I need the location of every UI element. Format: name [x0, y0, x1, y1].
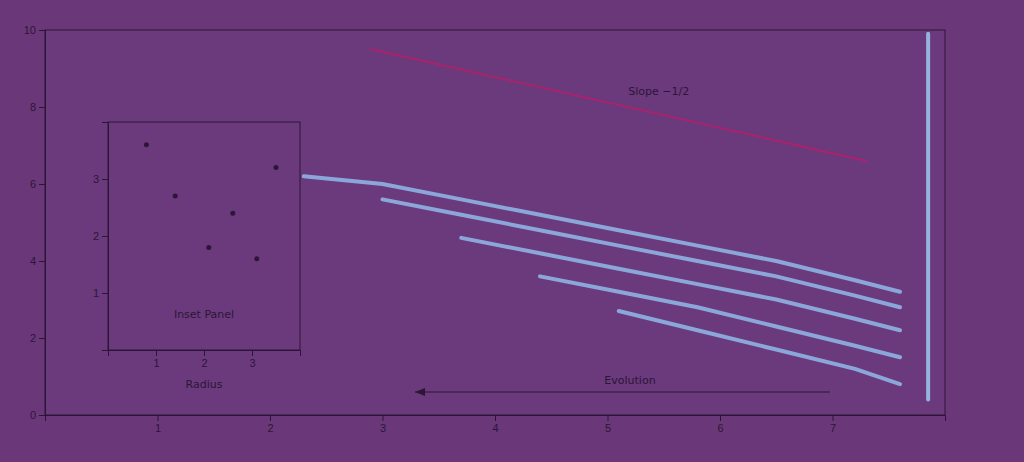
point — [206, 245, 211, 250]
tick-label: 5 — [605, 422, 611, 434]
tick-mark — [156, 350, 157, 356]
inset-x-axis: 1 2 3 — [109, 350, 301, 369]
tick-label: 0 — [30, 409, 36, 421]
inset-points — [144, 142, 279, 261]
tick-label: 2 — [30, 332, 36, 344]
tick: 1 — [153, 350, 159, 369]
tick-mark — [720, 415, 721, 421]
tick-mark — [495, 415, 496, 421]
series-line — [619, 311, 900, 384]
plot-area — [304, 34, 928, 400]
point — [230, 211, 235, 216]
axis-line — [102, 123, 109, 351]
tick-label: 3 — [93, 173, 99, 185]
tick-mark — [39, 30, 45, 31]
tick-mark — [608, 415, 609, 421]
series-line — [926, 34, 930, 400]
tick: 3 — [249, 350, 255, 369]
tick-label: 2 — [267, 422, 273, 434]
series-line — [383, 199, 901, 307]
tick-mark — [204, 350, 205, 356]
series-line — [371, 49, 866, 161]
axis-line — [46, 416, 946, 422]
x-axis: 1 2 3 4 5 6 7 — [46, 415, 946, 434]
tick: 2 — [267, 415, 273, 434]
plot-frame — [45, 30, 945, 415]
tick-label: 1 — [93, 287, 99, 299]
tick: 3 — [93, 173, 108, 185]
tick: 2 — [30, 332, 45, 344]
tick-label: 2 — [93, 230, 99, 242]
tick: 2 — [93, 230, 108, 242]
tick-mark — [102, 179, 108, 180]
tick-mark — [102, 293, 108, 294]
tick-label: 3 — [249, 357, 255, 369]
tick-label: 3 — [380, 422, 386, 434]
tick-label: 4 — [30, 255, 36, 267]
tick: 0 — [30, 409, 45, 421]
tick: 4 — [30, 255, 45, 267]
arrow-head — [415, 388, 425, 396]
tick: 6 — [717, 415, 723, 434]
tick: 2 — [201, 350, 207, 369]
tick-label: 4 — [492, 422, 498, 434]
tick-label: 2 — [201, 357, 207, 369]
tick-label: 1 — [153, 357, 159, 369]
tick: 1 — [93, 287, 108, 299]
axis-line — [39, 31, 46, 416]
annotation: Evolution — [604, 374, 655, 387]
inset-x-label: Radius — [186, 378, 223, 391]
point — [144, 142, 149, 147]
tick: 3 — [380, 415, 386, 434]
inset-title: Inset Panel — [174, 308, 234, 321]
series-line — [304, 176, 900, 291]
arrow — [415, 391, 830, 392]
point — [274, 165, 279, 170]
series-line — [461, 238, 900, 330]
annotation: Slope −1/2 — [628, 85, 689, 98]
tick: 4 — [492, 415, 498, 434]
tick-label: 1 — [155, 422, 161, 434]
tick: 6 — [30, 178, 45, 190]
y-axis: 0 2 4 6 8 10 — [24, 24, 46, 421]
inset-y-axis: 1 2 3 — [93, 123, 109, 351]
tick-mark — [102, 236, 108, 237]
tick-mark — [252, 350, 253, 356]
tick-mark — [39, 261, 45, 262]
tick-label: 6 — [30, 178, 36, 190]
tick-label: 10 — [24, 24, 36, 36]
tick: 8 — [30, 101, 45, 113]
point — [173, 194, 178, 199]
tick-label: 6 — [717, 422, 723, 434]
point — [254, 256, 259, 261]
tick-mark — [39, 338, 45, 339]
tick: 10 — [24, 24, 45, 36]
tick: 1 — [155, 415, 161, 434]
tick: 7 — [830, 415, 836, 434]
tick-mark — [39, 107, 45, 108]
tick-mark — [383, 415, 384, 421]
series-line — [540, 276, 900, 357]
tick-mark — [833, 415, 834, 421]
tick-label: 7 — [830, 422, 836, 434]
inset-frame — [108, 122, 300, 350]
tick-mark — [270, 415, 271, 421]
tick: 5 — [605, 415, 611, 434]
tick-mark — [158, 415, 159, 421]
chart: 1 2 3 4 5 6 7 0 2 4 6 8 10 Slope −1/2 Evolution 1 2 3 1 2 3 I… — [0, 0, 1024, 462]
tick-label: 8 — [30, 101, 36, 113]
tick-mark — [39, 415, 45, 416]
tick-mark — [39, 184, 45, 185]
axis-line — [109, 351, 301, 357]
